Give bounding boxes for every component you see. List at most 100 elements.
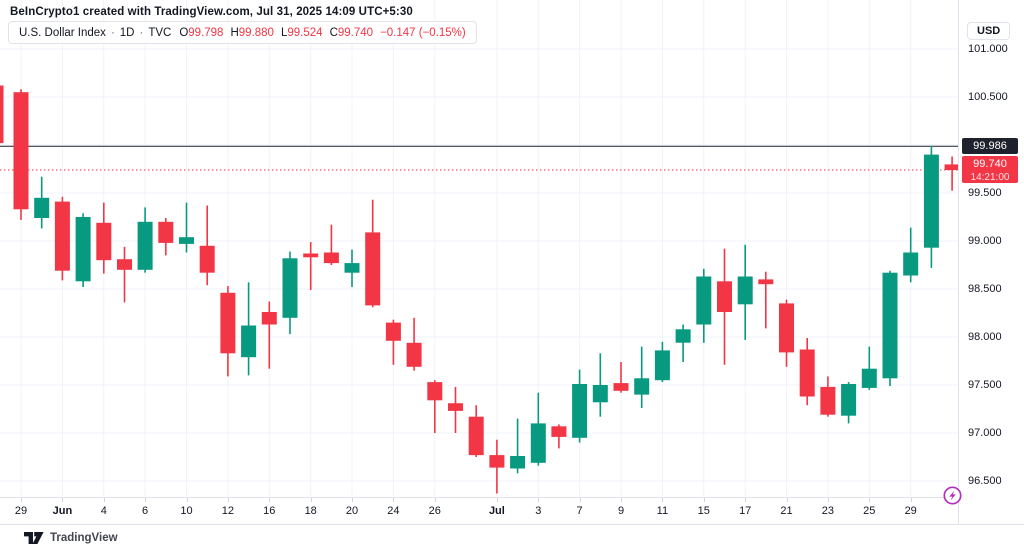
time-axis-tick [269,498,271,502]
horizontal-line-price-label: 99.986 [962,138,1018,155]
last-price-label: 99.740 14:21:00 [962,156,1018,184]
time-axis-tick [103,498,105,502]
time-axis-tick [745,498,747,502]
candle [199,205,215,286]
candle [13,89,29,220]
time-axis-label: 4 [100,505,107,517]
candle [282,251,298,335]
candle [696,268,712,343]
candle [841,382,857,424]
price-axis-label: 101.000 [968,42,1008,55]
time-axis-label: 11 [656,505,669,517]
candle [75,213,91,288]
candle [179,202,194,253]
candle [717,248,732,365]
candle [861,346,877,390]
currency-button[interactable]: USD [967,22,1011,40]
time-axis[interactable]: 29 Jun 4 6 10 12 16 18 20 24 26 Jul 3 7 9 11 15 17 21 23 25 2… [0,497,958,524]
candle [158,218,174,256]
candle [385,319,401,365]
time-axis-tick [145,498,147,502]
candle [572,369,588,443]
legend-ohlc-item: O99.798 [179,26,224,39]
legend-separator: · [110,26,115,39]
time-axis-label: 24 [387,505,400,517]
legend-symbol-name: U.S. Dollar Index [19,26,106,39]
candle [737,244,753,340]
price-axis-label: 98.000 [968,330,1002,343]
time-axis-tick [393,498,395,502]
footer-bar: TradingView [0,524,1024,550]
time-axis-label: 6 [142,505,149,517]
legend-ohlc-values: O99.798 H99.880 L99.524 C99.740 [179,27,373,39]
time-axis-tick [662,498,664,502]
tradingview-logo-text: TradingView [50,531,118,544]
time-axis-tick [310,498,312,502]
candle [592,353,608,417]
candle [882,270,898,386]
time-axis-tick [910,498,912,502]
price-axis-label: 96.500 [968,474,1002,487]
candle [406,317,422,371]
legend-separator: · [139,26,144,39]
candle [923,146,939,268]
page-title: BeInCrypto1 created with TradingView.com… [10,6,413,18]
candle [323,224,339,265]
candle [427,380,443,433]
candle [261,301,277,369]
legend-ohlc-item: H99.880 [230,26,274,39]
time-axis-label: 26 [428,505,441,517]
time-axis-label: 17 [739,505,752,517]
time-axis-label: 10 [180,505,193,517]
candle [944,156,958,191]
price-axis[interactable]: USD 101.000 100.500 99.500 99.000 98.500 98.0… [958,0,1024,524]
time-axis-label: Jun [52,505,73,517]
candle [510,418,526,474]
time-axis-label: 16 [263,505,276,517]
candle [675,324,691,362]
time-axis-label: 21 [780,505,793,517]
symbol-legend[interactable]: U.S. Dollar Index · 1D · TVC O99.798 H99.… [8,21,477,44]
candle [54,196,70,281]
time-axis-label: 18 [304,505,317,517]
candle [241,282,257,376]
price-axis-label: 98.500 [968,282,1002,295]
tradingview-logo-icon [24,531,44,544]
time-axis-tick [227,498,229,502]
price-axis-label: 100.500 [968,90,1008,103]
time-axis-label: 20 [345,505,359,517]
time-axis-label: 7 [576,505,583,517]
tradingview-logo[interactable]: TradingView [24,531,118,545]
candle [365,199,381,308]
time-axis-tick [352,498,353,502]
legend-exchange: TVC [148,26,172,39]
time-axis-tick [62,498,64,502]
candle [903,227,919,283]
legend-timeframe: 1D [119,26,135,39]
candle [634,346,650,408]
candle [468,405,484,457]
candle [220,286,236,377]
price-axis-label: 97.500 [968,378,1002,391]
time-axis-label: 29 [14,505,28,517]
candle [489,439,505,494]
time-axis-label: 3 [535,505,542,517]
time-axis-label: Jul [488,505,505,517]
legend-ohlc-item: C99.740 [329,26,374,39]
time-axis-label: 12 [221,505,235,517]
time-axis-label: 29 [904,505,917,517]
time-axis-tick [621,498,622,502]
time-axis-label: 9 [617,505,625,517]
price-axis-label: 99.000 [968,234,1002,247]
candle [137,207,153,273]
candle [820,376,836,417]
candle [448,386,463,433]
price-axis-label: 97.000 [968,426,1002,439]
candle [779,299,794,367]
chart-canvas[interactable] [0,0,958,497]
candle [530,392,546,466]
time-axis-label: 25 [863,505,876,517]
time-axis-tick [496,498,498,502]
flash-icon[interactable] [943,486,962,505]
price-axis-label: 99.500 [968,186,1002,199]
